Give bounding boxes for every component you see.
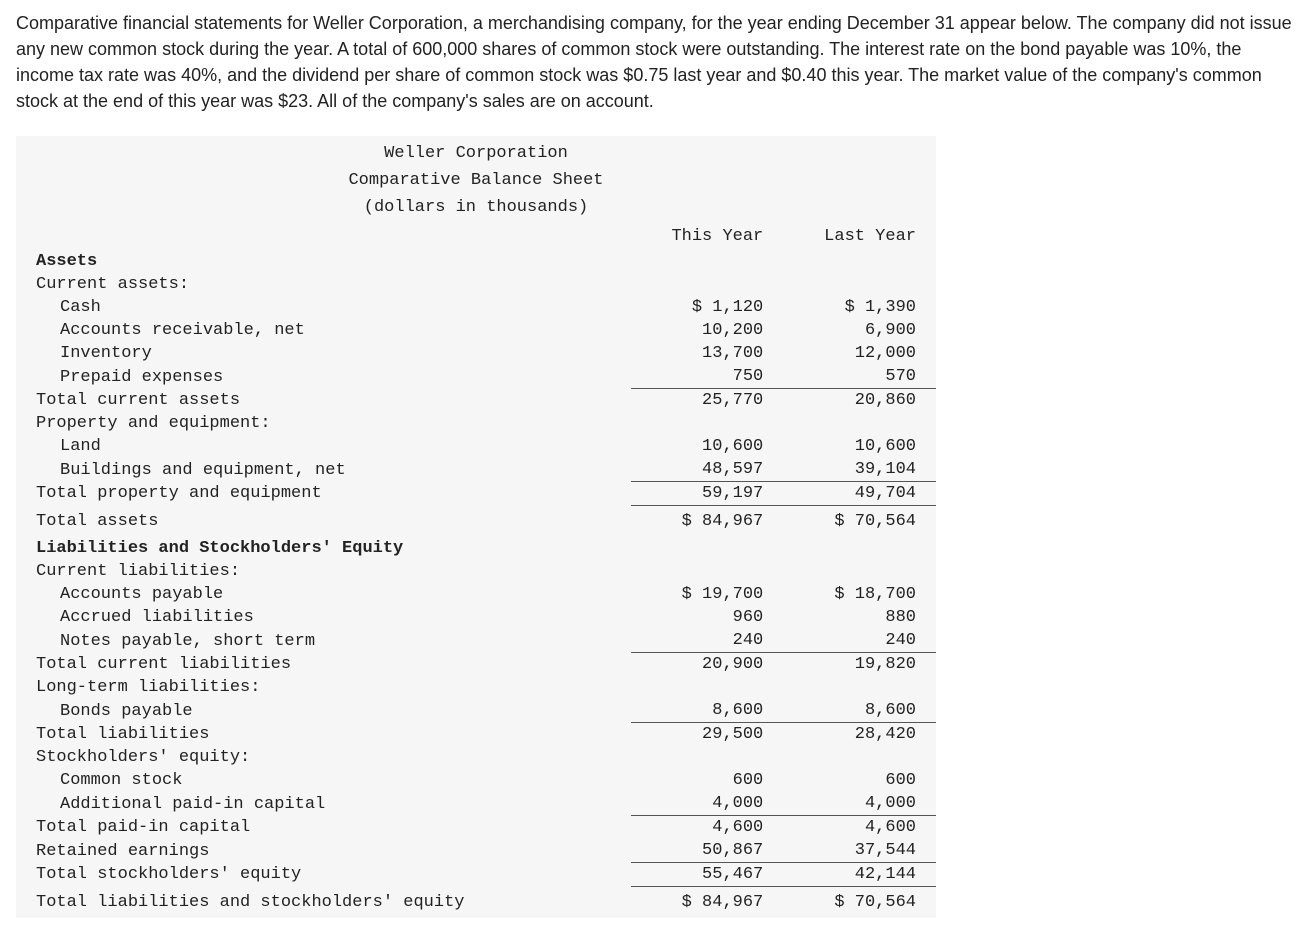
sheet-title-3: (dollars in thousands) [16,192,936,219]
col-this-year: This Year [631,219,784,250]
row-acc: Accrued liabilities960880 [16,606,936,629]
assets-header: Assets [16,250,631,273]
current-assets-header: Current assets: [16,273,631,296]
row-ta: Total assets$ 84,967$ 70,564 [16,506,936,538]
row-tlse: Total liabilities and stockholders' equi… [16,887,936,919]
row-tl: Total liabilities29,50028,420 [16,723,936,747]
row-bp: Bonds payable8,6008,600 [16,699,936,723]
col-last-year: Last Year [783,219,936,250]
row-tpic: Total paid-in capital4,6004,600 [16,816,936,840]
row-tcl: Total current liabilities20,90019,820 [16,653,936,677]
pe-header: Property and equipment: [16,412,631,435]
row-cs: Common stock600600 [16,769,936,792]
se-header: Stockholders' equity: [16,746,631,769]
row-inventory: Inventory13,70012,000 [16,342,936,365]
row-np: Notes payable, short term240240 [16,629,936,653]
row-re: Retained earnings50,86737,544 [16,839,936,863]
row-ap: Accounts payable$ 19,700$ 18,700 [16,583,936,606]
problem-statement: Comparative financial statements for Wel… [16,10,1294,114]
row-tse: Total stockholders' equity55,46742,144 [16,863,936,887]
row-tpe: Total property and equipment59,19749,704 [16,482,936,506]
sheet-title-1: Weller Corporation [16,136,936,165]
row-tca: Total current assets25,77020,860 [16,389,936,413]
liab-header: Liabilities and Stockholders' Equity [16,537,631,560]
sheet-title-2: Comparative Balance Sheet [16,165,936,192]
balance-sheet-table: Weller Corporation Comparative Balance S… [16,136,936,918]
row-cash: Cash$ 1,120$ 1,390 [16,296,936,319]
col-blank [16,219,631,250]
row-beq: Buildings and equipment, net48,59739,104 [16,458,936,482]
row-land: Land10,60010,600 [16,435,936,458]
row-ar: Accounts receivable, net10,2006,900 [16,319,936,342]
row-prepaid: Prepaid expenses750570 [16,365,936,389]
cl-header: Current liabilities: [16,560,631,583]
row-apic: Additional paid-in capital4,0004,000 [16,792,936,816]
ltl-header: Long-term liabilities: [16,676,631,699]
